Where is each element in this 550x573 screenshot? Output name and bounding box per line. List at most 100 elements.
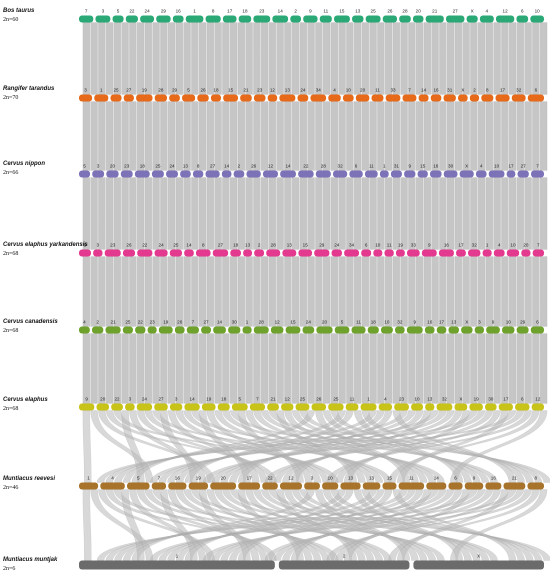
chromosome-block <box>112 15 124 23</box>
synteny-band <box>292 101 300 171</box>
chromosome-label: 2 <box>473 88 476 93</box>
chromosome-block <box>373 249 383 257</box>
synteny-band <box>369 256 377 327</box>
synteny-band <box>214 177 222 250</box>
synteny-band <box>330 177 338 250</box>
chromosome-label: 17 <box>503 397 509 402</box>
chromosome-block <box>180 170 191 178</box>
chromosome-label: 4 <box>111 476 114 481</box>
synteny-band <box>253 177 261 250</box>
chromosome-block <box>443 94 456 102</box>
chromosome-block <box>412 15 424 23</box>
synteny-band <box>330 256 338 327</box>
chromosome-block <box>303 15 318 23</box>
synteny-band <box>361 101 369 171</box>
chromosome-label: 4 <box>333 88 336 93</box>
chromosome-block <box>182 94 196 102</box>
chromosome-block <box>285 326 301 334</box>
chromosome-label: 19 <box>142 88 148 93</box>
synteny-band <box>113 101 121 171</box>
synteny-band <box>191 22 199 95</box>
synteny-band <box>191 177 199 250</box>
synteny-band <box>82 256 90 327</box>
synteny-band <box>292 177 300 250</box>
synteny-band <box>90 22 98 95</box>
chromosome-block <box>280 170 296 178</box>
chromosome-label: 16 <box>444 243 450 248</box>
synteny-band <box>144 256 152 327</box>
synteny-band <box>98 177 106 250</box>
synteny-band <box>509 177 517 250</box>
chromosome-label: 6 <box>355 164 358 169</box>
chromosome-block <box>417 170 428 178</box>
chromosome-block <box>79 403 95 411</box>
synteny-band <box>214 256 222 327</box>
synteny-band <box>90 101 98 171</box>
synteny-band <box>470 22 478 95</box>
chromosome-block <box>174 326 185 334</box>
chromosome-block <box>349 170 363 178</box>
chromosome-block <box>351 326 366 334</box>
synteny-band <box>106 22 114 95</box>
synteny-band <box>501 333 509 404</box>
chromosome-label: 22 <box>142 243 148 248</box>
synteny-band <box>160 333 168 404</box>
chromosome-block <box>253 15 271 23</box>
synteny-band <box>268 256 276 327</box>
chromosome-block <box>506 249 520 257</box>
synteny-band <box>237 256 245 327</box>
chromosome-block <box>361 249 372 257</box>
chromosome-block <box>266 249 281 257</box>
synteny-band <box>509 22 517 95</box>
chromosome-block <box>272 15 289 23</box>
chromosome-label: 5 <box>187 88 190 93</box>
synteny-band <box>245 101 253 171</box>
synteny-band <box>152 333 160 404</box>
chromosome-block <box>212 249 229 257</box>
chromosome-block <box>379 170 389 178</box>
synteny-band <box>385 333 393 404</box>
synteny-band <box>323 101 331 171</box>
chromosome-block <box>154 249 168 257</box>
species-labels: Bos taurus 2n=60 Rangifer tarandus 2n=70 Cer… <box>3 8 88 572</box>
chromosome-block <box>79 94 93 102</box>
chromosome-block <box>246 170 261 178</box>
chromosome-label: 20 <box>416 9 422 14</box>
synteny-band <box>509 101 517 171</box>
synteny-band <box>470 333 478 404</box>
chromosome-block <box>205 170 220 178</box>
synteny-band <box>447 333 455 404</box>
chromosome-label: 24 <box>145 9 151 14</box>
chromosome-block <box>481 94 494 102</box>
chromosome-label: 6 <box>536 320 539 325</box>
chromosome-label: 11 <box>369 164 374 169</box>
synteny-band <box>237 22 245 95</box>
chromosome-label: 12 <box>270 88 276 93</box>
synteny-band <box>315 333 323 404</box>
synteny-band <box>160 177 168 250</box>
chromosome-block <box>223 94 238 102</box>
chromosome-block <box>448 326 459 334</box>
chromosome-label: 10 <box>328 476 334 481</box>
chromosome-label: 28 <box>259 320 265 325</box>
chromosome-label: 31 <box>447 88 453 93</box>
chromosome-block <box>158 326 173 334</box>
synteny-band <box>392 177 400 250</box>
synteny-band <box>82 177 90 250</box>
synteny-band <box>540 101 548 171</box>
synteny-band <box>121 177 129 250</box>
synteny-band <box>203 410 517 483</box>
synteny-band <box>338 101 346 171</box>
chromosome-block <box>402 94 417 102</box>
chromosome-label: 20 <box>360 88 366 93</box>
synteny-band <box>183 177 191 250</box>
synteny-band <box>206 256 214 327</box>
chromosome-block <box>184 249 194 257</box>
synteny-band <box>323 177 331 250</box>
synteny-band <box>199 333 207 404</box>
synteny-band <box>431 101 439 171</box>
synteny-band <box>516 256 524 327</box>
synteny-band <box>82 22 90 95</box>
chromosome-label: 20 <box>221 476 227 481</box>
synteny-band <box>168 333 176 404</box>
